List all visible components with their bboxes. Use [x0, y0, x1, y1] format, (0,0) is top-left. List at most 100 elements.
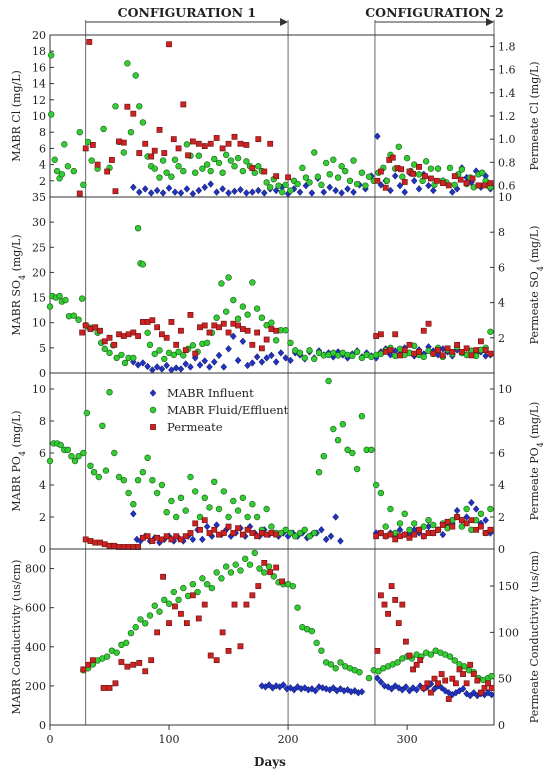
data-point — [261, 569, 268, 576]
y-tick-label: 6 — [39, 447, 46, 460]
data-point — [185, 152, 191, 159]
data-point — [75, 316, 82, 323]
data-point — [294, 180, 301, 188]
data-point — [213, 657, 220, 664]
data-point — [282, 354, 290, 362]
data-point — [487, 328, 494, 335]
data-point — [388, 583, 395, 589]
y2-tick-label: 4 — [498, 297, 505, 310]
data-point — [142, 620, 149, 627]
data-point — [172, 603, 178, 610]
data-point — [183, 620, 190, 627]
data-point — [422, 158, 430, 165]
data-point — [165, 184, 173, 192]
data-point — [201, 517, 208, 524]
y-tick-label: 400 — [25, 641, 46, 654]
data-point — [234, 507, 242, 514]
data-point — [488, 672, 495, 680]
data-point — [225, 647, 232, 654]
data-point — [445, 182, 452, 189]
data-point — [231, 133, 238, 140]
data-point — [113, 354, 120, 362]
data-point — [211, 155, 218, 163]
data-point — [213, 135, 220, 141]
data-point — [183, 141, 191, 148]
data-point — [237, 643, 244, 650]
data-point — [178, 536, 184, 543]
y-axis-label: MABR Conductivity (us/cm) — [10, 560, 23, 715]
data-point — [427, 165, 435, 172]
y-tick-label: 8 — [39, 415, 46, 428]
data-point — [253, 353, 261, 361]
data-point — [381, 601, 388, 608]
data-point — [161, 355, 168, 363]
data-point — [130, 354, 137, 362]
data-point — [382, 348, 389, 355]
data-point — [120, 139, 127, 146]
data-point — [382, 523, 389, 530]
data-point — [215, 159, 223, 167]
data-point — [192, 350, 199, 357]
data-point — [220, 363, 228, 371]
data-point — [362, 182, 369, 189]
data-point — [197, 324, 203, 331]
data-point — [156, 126, 163, 133]
data-point — [239, 337, 247, 346]
data-point — [215, 351, 223, 360]
data-point — [487, 350, 494, 357]
data-point — [273, 327, 280, 334]
data-point — [201, 494, 208, 501]
data-point — [239, 167, 247, 175]
panel-frame — [49, 34, 495, 198]
data-point — [330, 425, 337, 433]
data-point — [88, 157, 95, 164]
data-point — [482, 530, 489, 536]
y-tick-label: 5 — [39, 342, 46, 355]
data-point — [144, 533, 151, 540]
data-point — [326, 171, 333, 178]
data-point — [189, 535, 197, 544]
data-point — [406, 652, 413, 659]
data-point — [111, 542, 118, 549]
data-point — [368, 446, 375, 453]
data-point — [282, 181, 289, 189]
data-point — [82, 322, 89, 329]
data-point — [401, 188, 409, 196]
y2-tick-label: 10 — [498, 191, 512, 204]
data-point — [268, 326, 275, 332]
data-point — [151, 165, 158, 172]
data-point — [415, 185, 423, 193]
data-point — [222, 308, 230, 315]
data-point — [356, 668, 363, 676]
series-permeate — [80, 559, 495, 702]
data-point — [373, 533, 380, 540]
data-point — [235, 525, 241, 532]
data-point — [461, 663, 468, 670]
data-point — [377, 678, 385, 686]
y2-tick-label: 2 — [498, 511, 505, 524]
data-point — [197, 526, 203, 533]
data-point — [263, 354, 270, 362]
y2-tick-label: 1.2 — [498, 110, 516, 123]
y2-axis-label: Permeate Conductivity (us/cm) — [528, 551, 541, 723]
data-point — [201, 143, 208, 149]
data-point — [396, 526, 404, 534]
data-point — [382, 533, 389, 540]
data-point — [337, 659, 344, 666]
legend-diamond-icon — [149, 389, 157, 397]
y-tick-label: 18 — [32, 45, 46, 58]
data-point — [101, 541, 108, 548]
data-point — [76, 129, 83, 136]
data-point — [165, 600, 173, 607]
data-point — [344, 446, 351, 453]
series-permeate — [82, 514, 494, 550]
data-point — [272, 358, 280, 366]
data-point — [439, 180, 446, 187]
data-point — [175, 163, 182, 170]
data-point — [170, 136, 177, 143]
data-point — [470, 671, 477, 677]
data-point — [180, 352, 187, 359]
legend-circle-icon — [149, 406, 157, 414]
data-point — [413, 686, 420, 694]
data-point — [79, 329, 86, 336]
